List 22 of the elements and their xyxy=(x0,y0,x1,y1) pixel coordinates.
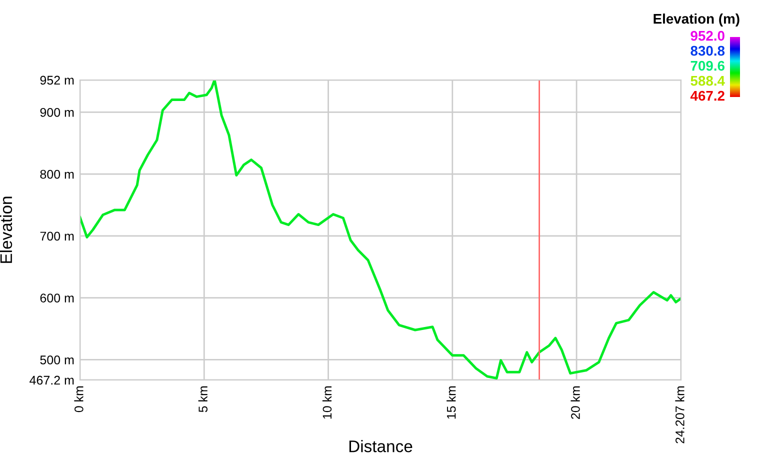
y-tick-label: 952 m xyxy=(40,76,74,85)
y-tick-label: 800 m xyxy=(40,170,74,179)
x-tick-label: 0 km xyxy=(74,386,84,412)
x-axis-title: Distance xyxy=(349,440,412,452)
color-bar-label: 952.0 xyxy=(690,30,724,41)
y-tick-label: 500 m xyxy=(40,356,74,364)
y-tick-label: 600 m xyxy=(40,294,74,302)
color-bar-label: 588.4 xyxy=(690,76,725,86)
y-tick-label: 700 m xyxy=(40,232,74,241)
x-tick-label: 24.207 km xyxy=(675,386,684,444)
color-bar-label: 467.2 xyxy=(690,90,724,101)
y-axis-title: Elevation xyxy=(0,196,12,263)
x-tick-label: 20 km xyxy=(570,386,580,419)
color-bar-label: 709.6 xyxy=(690,60,724,71)
line-series xyxy=(80,80,681,380)
x-tick-label: 10 km xyxy=(322,386,332,419)
x-tick-label: 5 km xyxy=(198,386,208,412)
color-bar-title: Elevation (m) xyxy=(654,14,740,26)
color-bar-label: 830.8 xyxy=(690,46,725,56)
y-tick-label: 900 m xyxy=(40,108,74,117)
x-tick-label: 15 km xyxy=(446,386,456,419)
y-tick-label: 467.2 m xyxy=(30,376,74,385)
